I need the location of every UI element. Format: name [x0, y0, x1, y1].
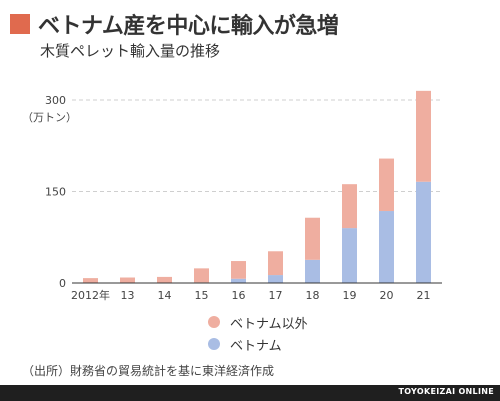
bar-vietnam-4	[231, 278, 246, 283]
x-tick-label-2: 14	[158, 289, 172, 302]
legend: ベトナム以外 ベトナム	[208, 311, 308, 355]
bar-other-6	[305, 217, 320, 260]
title-accent-square	[10, 14, 30, 34]
bar-vietnam-5	[268, 275, 283, 283]
bar-vietnam-9	[416, 181, 431, 283]
legend-dot-other	[208, 316, 220, 328]
bar-other-3	[194, 268, 209, 283]
y-tick-label-300: 300	[45, 94, 66, 107]
bar-other-5	[268, 251, 283, 276]
title-area: ベトナム産を中心に輸入が急増	[10, 8, 339, 40]
bar-vietnam-6	[305, 259, 320, 283]
x-tick-label-9: 21	[417, 289, 431, 302]
bar-other-2	[157, 276, 172, 283]
x-tick-label-6: 18	[306, 289, 320, 302]
legend-dot-vietnam	[208, 338, 220, 350]
source-note: （出所）財務省の貿易統計を基に東洋経済作成	[22, 364, 275, 378]
x-tick-label-8: 20	[380, 289, 394, 302]
bar-other-0	[83, 278, 98, 283]
x-tick-label-7: 19	[343, 289, 357, 302]
bar-other-1	[120, 277, 135, 283]
page-title: ベトナム産を中心に輸入が急増	[38, 14, 339, 39]
bar-other-7	[342, 184, 357, 229]
x-tick-label-0: 2012年	[71, 288, 110, 302]
bar-vietnam-8	[379, 211, 394, 283]
brand-logo-text: TOYOKEIZAI ONLINE	[398, 387, 494, 396]
bar-other-9	[416, 90, 431, 182]
legend-item-vietnam: ベトナム	[208, 333, 308, 355]
legend-item-other: ベトナム以外	[208, 311, 308, 333]
x-tick-label-1: 13	[121, 289, 135, 302]
bar-other-8	[379, 158, 394, 212]
y-tick-label-0: 0	[59, 277, 66, 290]
legend-label-other: ベトナム以外	[230, 316, 308, 332]
y-axis-unit-label: （万トン）	[22, 111, 77, 124]
x-tick-label-4: 16	[232, 289, 246, 302]
x-tick-label-3: 15	[195, 289, 209, 302]
bar-chart: 0 150 300 2012年 13 14 15 16 17 18 19 20 21	[45, 90, 442, 302]
footer-bar: TOYOKEIZAI ONLINE	[0, 385, 500, 401]
x-tick-label-5: 17	[269, 289, 283, 302]
y-tick-label-150: 150	[45, 186, 66, 199]
bar-other-4	[231, 261, 246, 279]
bar-vietnam-7	[342, 228, 357, 283]
chart-title: 木質ペレット輸入量の推移	[40, 42, 221, 60]
legend-label-vietnam: ベトナム	[230, 338, 282, 354]
